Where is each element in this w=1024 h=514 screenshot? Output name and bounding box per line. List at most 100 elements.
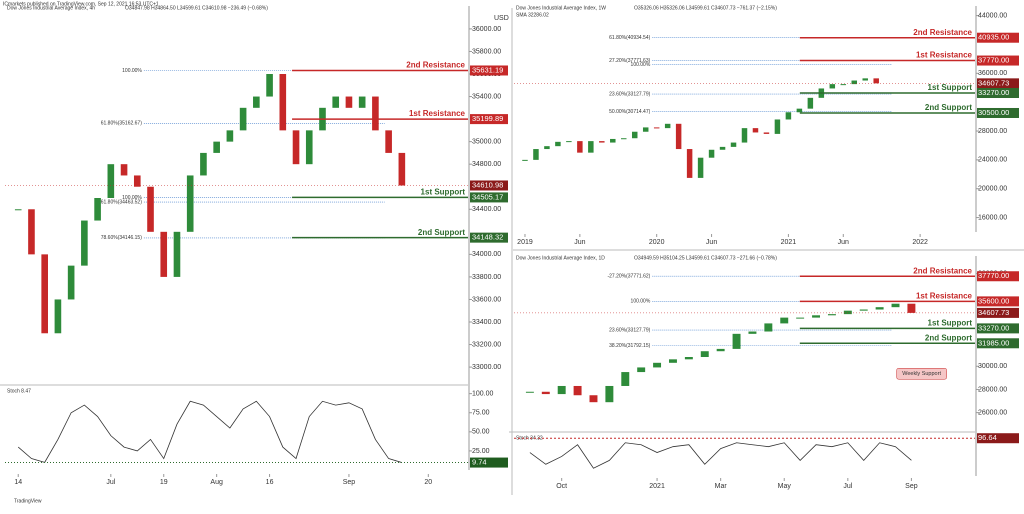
candle	[279, 74, 287, 131]
candle	[14, 209, 22, 211]
stoch-tag	[470, 457, 508, 468]
annotation: Weekly Support	[902, 371, 941, 377]
level-tag	[977, 323, 1019, 334]
candle	[253, 96, 260, 108]
x-tick-label: Jul	[106, 479, 115, 486]
candle	[686, 149, 693, 178]
candle	[54, 299, 62, 334]
y-tick-label: 34400.00	[472, 206, 501, 213]
level-tag	[977, 338, 1019, 349]
candle	[675, 123, 682, 150]
level-value: 40935.00	[978, 33, 1009, 42]
candle	[642, 127, 649, 132]
candle	[28, 209, 35, 255]
candle	[752, 128, 759, 133]
chart-title: Dow Jones Industrial Average Index, 4h	[7, 5, 95, 11]
candle	[398, 152, 406, 186]
candle	[292, 130, 300, 165]
x-tick-label: 19	[160, 479, 168, 486]
y-tick-label: 35400.00	[472, 93, 501, 100]
currency: USD	[494, 15, 509, 22]
annotation-box	[896, 368, 947, 380]
y-tick-label: 20000.00	[978, 186, 1007, 193]
x-tick-label: 2021	[781, 239, 797, 246]
y-tick-label: 75.00	[472, 410, 490, 417]
candle	[358, 96, 366, 108]
candle	[385, 130, 392, 153]
y-tick-label: 30000.00	[978, 363, 1007, 370]
candle	[160, 231, 168, 277]
ohlc: O34949.59 H35104.25 L34599.61 C34607.73 …	[634, 255, 777, 261]
level-name: 1st Support	[928, 83, 973, 92]
level-name: 2nd Support	[418, 228, 465, 237]
level-name: 1st Resistance	[409, 109, 466, 118]
y-tick-label: 35800.00	[472, 48, 501, 55]
level-value: 30500.00	[978, 108, 1009, 117]
level-value: 37770.00	[978, 271, 1009, 280]
fib-label: 50.00%(30714.47)	[609, 109, 650, 115]
candle	[213, 141, 220, 153]
candle	[533, 149, 539, 160]
y-tick-label: 34000.00	[472, 251, 501, 258]
x-tick-label: 14	[14, 479, 22, 486]
level-name: 1st Support	[421, 188, 466, 197]
candle	[637, 367, 646, 373]
ohlc: O35326.06 H35326.06 L34599.61 C34607.73 …	[634, 5, 777, 11]
candle	[653, 127, 660, 129]
candle	[719, 146, 726, 150]
candle	[700, 351, 709, 358]
stoch-line	[17, 400, 402, 463]
candle	[697, 157, 704, 178]
fib-label: 100.00%	[631, 62, 651, 68]
level-name: 1st Resistance	[916, 51, 973, 60]
candle	[741, 128, 748, 143]
level-tag	[977, 32, 1019, 43]
x-tick-label: Jun	[838, 239, 849, 246]
candle	[41, 254, 48, 334]
candle	[764, 323, 773, 332]
candle	[599, 141, 605, 143]
candle	[716, 348, 725, 352]
candle	[332, 96, 340, 108]
level-tag	[977, 296, 1019, 307]
candle	[621, 138, 627, 140]
x-tick-label: Sep	[343, 479, 356, 486]
candle	[873, 78, 879, 84]
candle	[186, 175, 194, 232]
candle	[525, 391, 534, 393]
candle	[653, 362, 662, 368]
level-tag	[470, 192, 508, 203]
level-tag	[470, 114, 508, 125]
candle	[763, 132, 770, 134]
y-tick-label: 33000.00	[472, 364, 501, 371]
x-tick-label: Mar	[715, 483, 728, 490]
candle	[588, 141, 594, 153]
stoch-tag	[977, 433, 1019, 444]
publisher: ICmarkets published on TradingView.com, …	[3, 1, 159, 7]
level-tag	[470, 232, 508, 243]
candle	[875, 307, 884, 310]
fib-label: 23.60%(33127.79)	[609, 91, 650, 97]
candle	[577, 141, 583, 153]
candle	[305, 130, 313, 165]
current-tag	[977, 78, 1019, 89]
candle	[732, 333, 741, 349]
candle	[173, 231, 181, 277]
candle	[807, 97, 814, 109]
candle	[239, 107, 247, 131]
candle	[107, 164, 115, 198]
candle	[544, 146, 550, 150]
candle	[840, 84, 847, 86]
y-tick-label: 16000.00	[978, 214, 1007, 221]
x-tick-label: 2019	[517, 239, 533, 246]
candle	[226, 130, 234, 142]
stoch-value: 9.74	[472, 458, 487, 467]
level-name: 2nd Support	[925, 333, 972, 342]
y-tick-label: 28000.00	[978, 128, 1007, 135]
y-tick-label: 100.00	[472, 390, 494, 397]
candle	[774, 119, 781, 134]
y-tick-label: 24000.00	[978, 157, 1007, 164]
y-tick-label: 34800.00	[472, 161, 501, 168]
fib-label: 61.80%(35162.67)	[101, 121, 142, 127]
level-value: 31985.00	[978, 338, 1009, 347]
